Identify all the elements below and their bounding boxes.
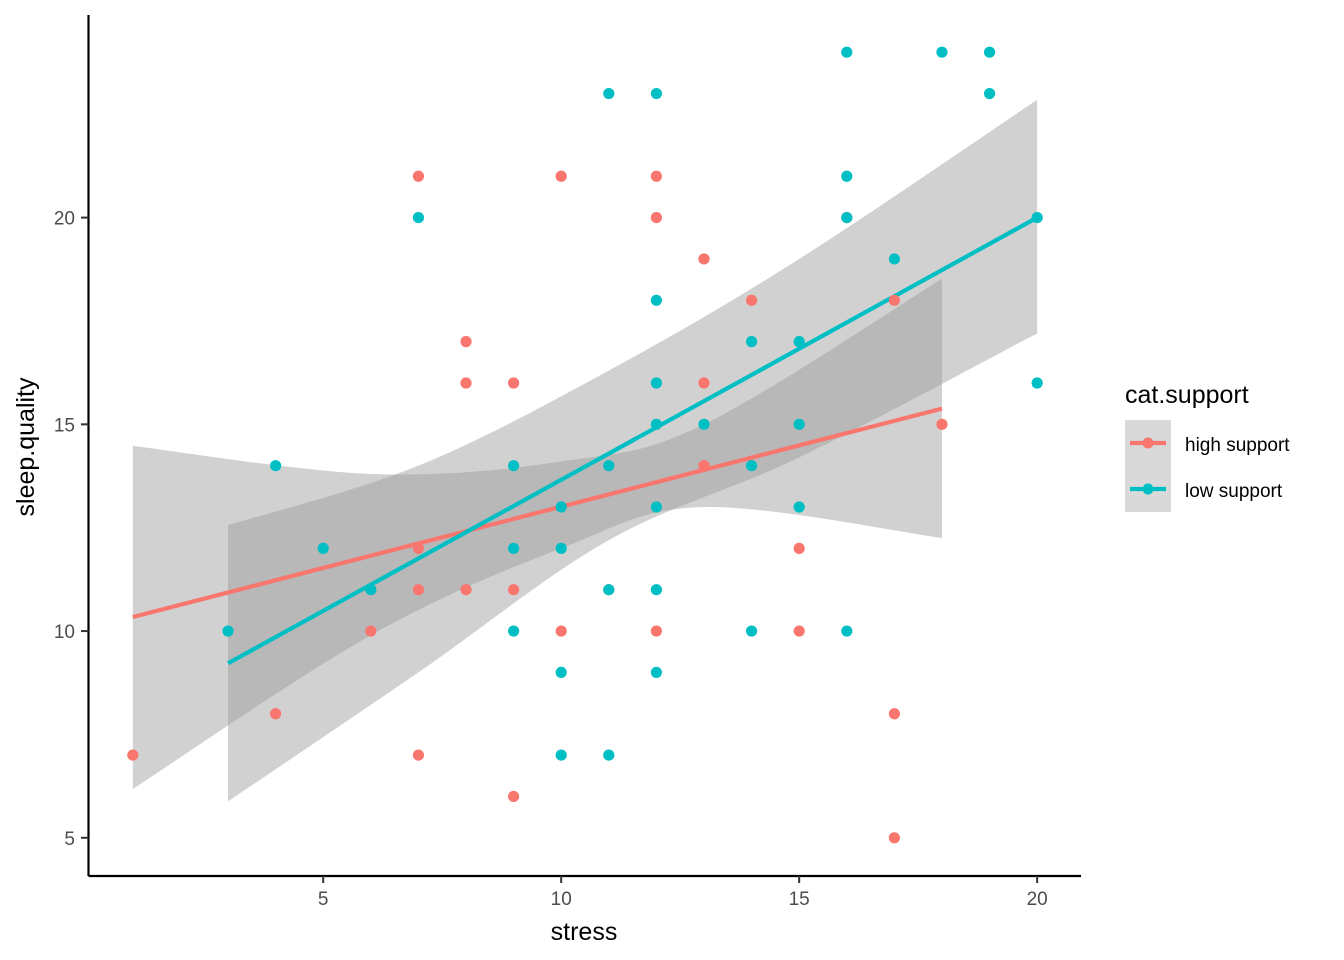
point-high-support: [888, 708, 900, 720]
point-high-support: [460, 377, 472, 389]
point-high-support: [698, 377, 710, 389]
x-tick-label: 15: [789, 889, 810, 910]
legend-label-high-support: high support: [1185, 435, 1290, 456]
confidence-bands: [132, 99, 1038, 802]
point-low-support: [650, 666, 662, 679]
point-high-support: [698, 460, 710, 472]
x-tick-label: 20: [1027, 889, 1048, 910]
point-low-support: [793, 336, 805, 348]
point-low-support: [603, 749, 615, 761]
point-low-support: [412, 211, 425, 224]
point-high-support: [888, 294, 900, 306]
point-low-support: [1031, 211, 1043, 224]
point-low-support: [603, 460, 615, 472]
point-high-support: [508, 377, 520, 389]
point-low-support: [983, 46, 996, 58]
point-high-support: [888, 832, 900, 844]
point-low-support: [650, 377, 662, 389]
point-low-support: [508, 460, 520, 472]
point-high-support: [745, 294, 758, 306]
x-axis-title: stress: [551, 918, 618, 946]
point-high-support: [793, 542, 805, 554]
point-low-support: [841, 625, 853, 637]
point-high-support: [412, 749, 425, 761]
axes: [87, 15, 1081, 878]
point-low-support: [650, 584, 662, 596]
point-high-support: [650, 170, 662, 182]
point-high-support: [555, 625, 567, 637]
point-low-support: [793, 501, 805, 513]
point-low-support: [698, 418, 710, 430]
legend-key-high-support-point: [1142, 437, 1154, 449]
point-low-support: [745, 336, 758, 348]
point-low-support: [650, 418, 662, 430]
point-high-support: [460, 584, 472, 596]
point-low-support: [650, 294, 662, 306]
point-high-support: [555, 170, 567, 182]
fit-line-high-support: [132, 406, 943, 620]
point-low-support: [555, 749, 567, 761]
legend-key-low-support-point: [1142, 483, 1154, 495]
point-high-support: [793, 625, 805, 637]
point-high-support: [698, 253, 710, 265]
point-low-support: [555, 666, 567, 679]
point-low-support: [745, 460, 758, 472]
point-low-support: [745, 625, 758, 637]
point-high-support: [127, 749, 139, 761]
point-low-support: [508, 625, 520, 637]
point-high-support: [460, 336, 472, 348]
x-tick-label: 5: [318, 889, 329, 910]
point-low-support: [936, 46, 948, 58]
point-high-support: [270, 708, 282, 720]
point-low-support: [888, 253, 900, 265]
ci-band-low-support: [228, 99, 1038, 802]
point-low-support: [603, 87, 615, 100]
point-high-support: [412, 584, 425, 596]
point-low-support: [650, 501, 662, 513]
point-high-support: [936, 418, 948, 430]
data-points: [127, 46, 1043, 844]
point-low-support: [841, 170, 853, 182]
y-tick-label: 20: [54, 209, 75, 230]
legend: cat.support high support low support: [1125, 381, 1290, 512]
point-high-support: [508, 790, 520, 803]
x-tick-label: 10: [551, 889, 572, 910]
point-high-support: [365, 625, 377, 637]
fit-line-low-support: [227, 215, 1039, 666]
legend-title: cat.support: [1125, 381, 1249, 409]
point-low-support: [365, 584, 377, 596]
point-low-support: [555, 542, 567, 554]
point-low-support: [603, 584, 615, 596]
y-tick-label: 10: [54, 622, 75, 643]
point-high-support: [650, 211, 662, 224]
regression-lines: [132, 215, 1039, 666]
legend-label-low-support: low support: [1185, 481, 1283, 502]
ticks: 5 10 15 20 5 10 15 20: [54, 209, 1048, 910]
point-high-support: [650, 625, 662, 637]
point-high-support: [508, 584, 520, 596]
y-tick-label: 5: [64, 829, 75, 850]
y-tick-label: 15: [54, 415, 75, 436]
point-low-support: [650, 87, 662, 100]
y-axis-title: sleep.quality: [12, 377, 40, 516]
point-low-support: [555, 501, 567, 513]
point-low-support: [841, 211, 853, 224]
point-low-support: [317, 542, 329, 554]
point-low-support: [270, 460, 282, 472]
point-low-support: [1031, 377, 1043, 389]
point-high-support: [412, 170, 425, 182]
point-low-support: [793, 418, 805, 430]
ci-band-high-support: [132, 278, 942, 789]
point-low-support: [222, 625, 234, 637]
point-low-support: [841, 46, 853, 58]
point-low-support: [983, 87, 996, 100]
point-high-support: [412, 542, 425, 554]
point-low-support: [508, 542, 520, 554]
